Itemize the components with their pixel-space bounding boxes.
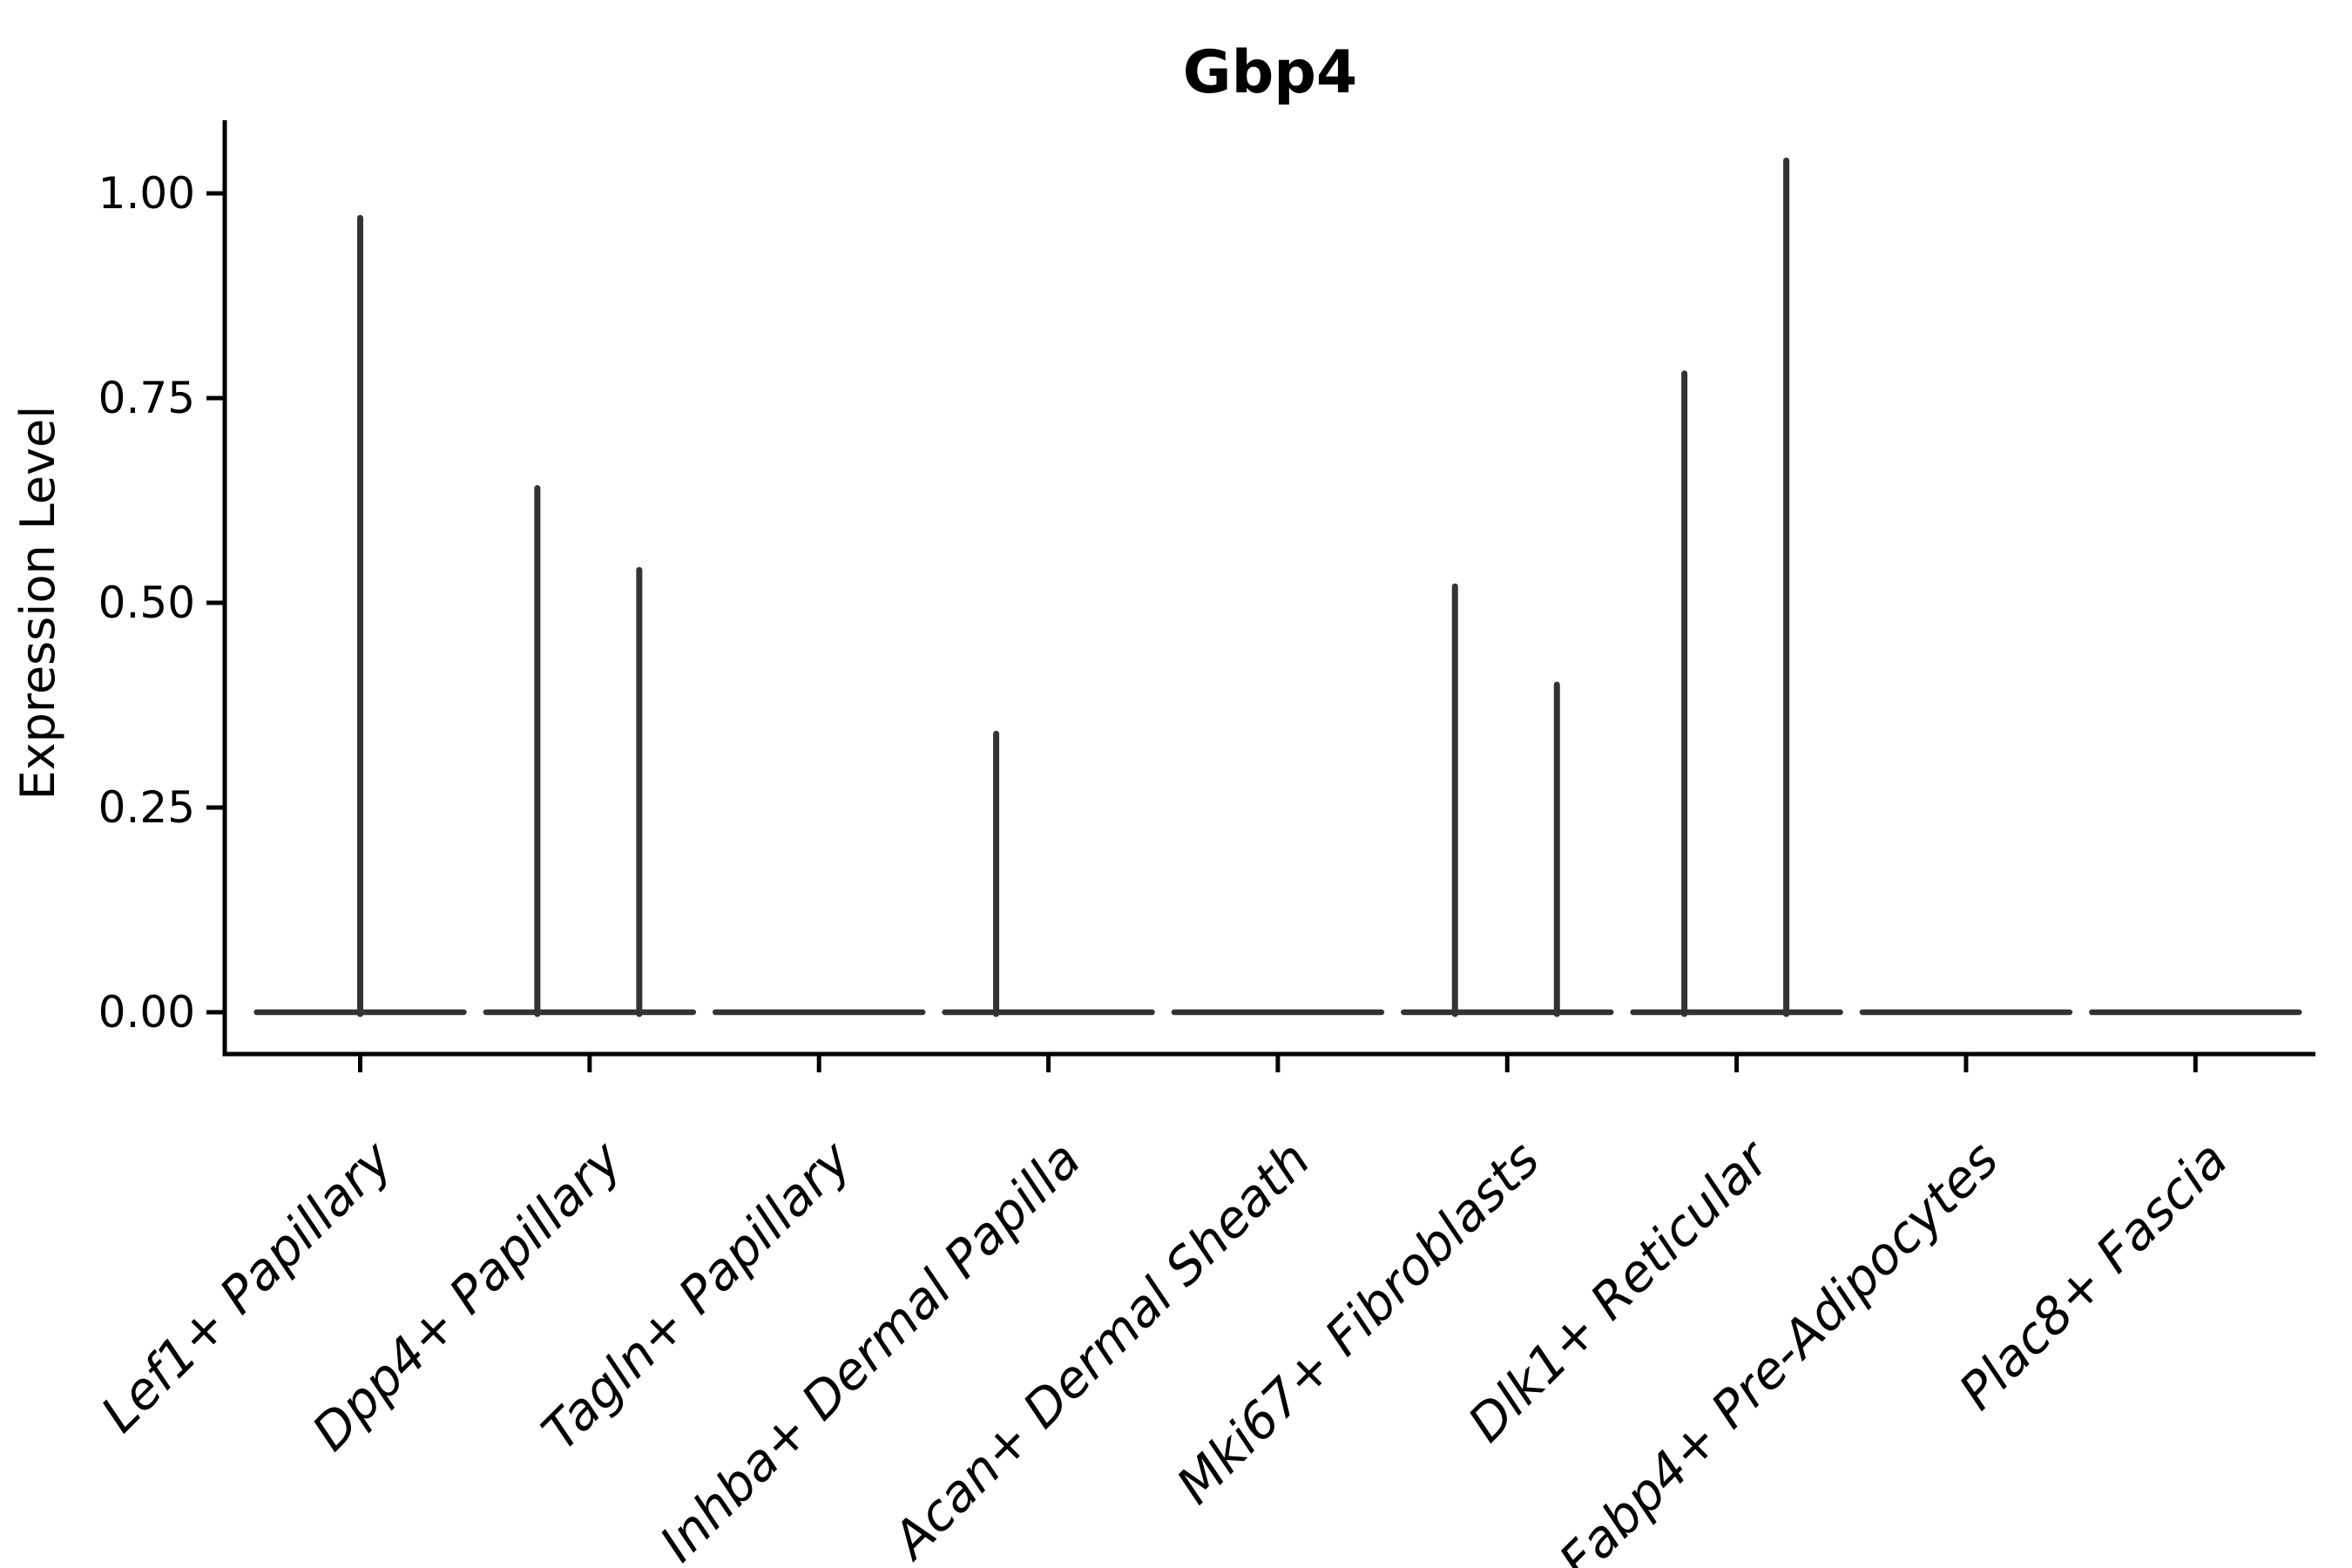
- y-tick-label: 0.00: [98, 987, 195, 1037]
- y-axis-label: Expression Level: [10, 406, 65, 801]
- x-tick-label: Fabp4+ Pre-Adipocytes: [1548, 1130, 2010, 1568]
- x-tick-label: Inhba+ Dermal Papilla: [648, 1130, 1092, 1568]
- y-tick-label: 0.50: [98, 578, 195, 628]
- violin: [1401, 583, 1614, 1017]
- violin: [2089, 1009, 2302, 1016]
- y-tick-labels-group: 0.00 0.25 0.50 0.75 1.00: [98, 168, 195, 1037]
- y-tick-label: 0.25: [98, 782, 195, 833]
- violin: [1630, 157, 1843, 1017]
- chart-title: Gbp4: [1183, 38, 1357, 107]
- violin: [253, 214, 467, 1017]
- violins-group: [253, 157, 2302, 1017]
- violin: [1859, 1009, 2073, 1016]
- violin: [942, 730, 1155, 1017]
- axes-group: [206, 120, 2315, 1072]
- violin: [483, 484, 697, 1017]
- x-tick-label: Acan+ Dermal Sheath: [879, 1130, 1321, 1568]
- y-tick-label: 1.00: [98, 168, 195, 219]
- violin: [712, 1009, 926, 1016]
- y-tick-label: 0.75: [98, 373, 195, 423]
- violin: [1171, 1009, 1385, 1016]
